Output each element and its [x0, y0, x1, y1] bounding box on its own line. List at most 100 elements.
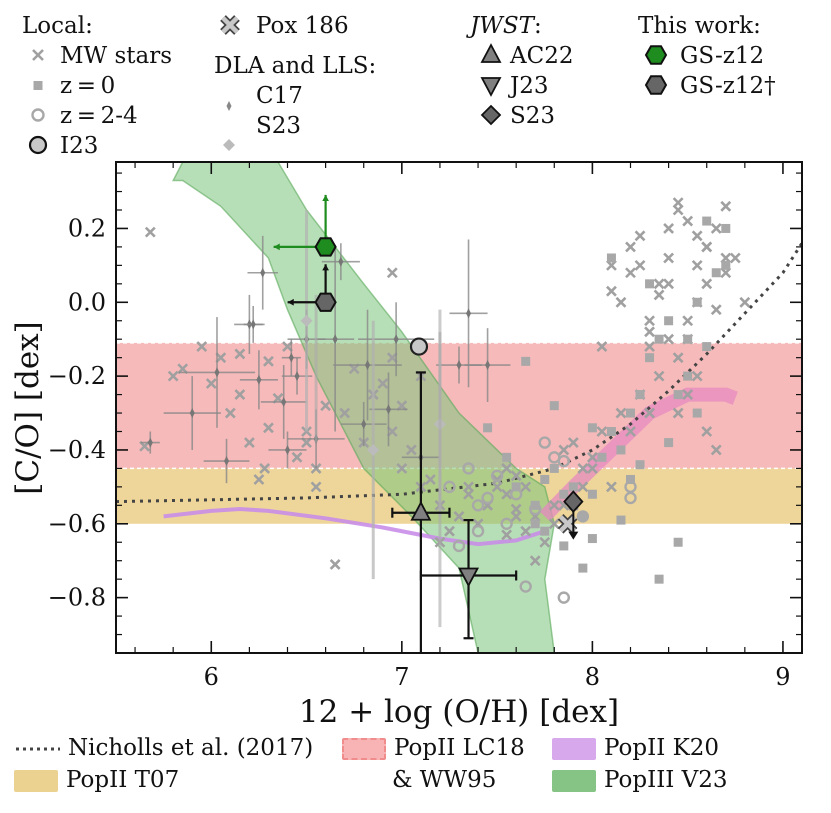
mw-star	[625, 241, 636, 253]
mw-star	[386, 426, 398, 437]
mw-star	[567, 437, 579, 448]
mw-star	[672, 407, 684, 419]
y-tick-label: 0.2	[68, 214, 106, 242]
mw-star-b	[396, 462, 408, 474]
legend-t07-label: PopII T07	[66, 767, 180, 793]
mw-star-b	[691, 259, 703, 271]
mw-star	[558, 444, 570, 456]
mw-star	[653, 278, 665, 290]
mw-star-b	[539, 536, 551, 548]
mw-star	[463, 481, 474, 493]
mw-star-b	[701, 278, 713, 290]
legend-mw-star-icon	[32, 49, 44, 61]
y-tick-label: −0.8	[48, 584, 106, 612]
legend-gs-z12-dagger-label: GS-z12†	[680, 73, 776, 99]
mw-star-b	[710, 223, 722, 234]
mw-star	[653, 289, 665, 301]
dotted-line-icon	[16, 747, 60, 751]
mw-star	[539, 536, 551, 548]
z0-point	[511, 482, 521, 492]
z0-point	[654, 574, 664, 584]
mw-star	[520, 525, 532, 537]
mw-star-b	[663, 223, 675, 234]
gs-z12-dagger-point	[314, 292, 337, 312]
mw-star	[263, 422, 274, 434]
mw-star-b	[501, 462, 513, 474]
mw-star	[710, 304, 722, 316]
legend-j23-label: J23	[510, 73, 549, 99]
z0-point	[597, 452, 607, 462]
z24-point	[452, 539, 466, 553]
mw-star-b	[672, 197, 684, 209]
z24-point	[576, 510, 590, 523]
mw-star-b	[501, 488, 513, 500]
mw-star	[577, 462, 589, 474]
legend-dla-title: DLA and LLS:	[214, 53, 377, 79]
mw-star	[444, 525, 455, 537]
z0-point	[626, 408, 635, 418]
z0-point	[606, 426, 616, 436]
mw-star-b	[606, 285, 617, 297]
mw-star	[259, 462, 271, 474]
c17-point	[214, 367, 220, 378]
t07-swatch-icon	[14, 770, 58, 792]
mw-star	[491, 474, 503, 485]
mw-star	[672, 197, 684, 209]
legend-k20: PopII K20	[552, 735, 719, 761]
mw-star-b	[682, 389, 694, 400]
mw-star	[243, 437, 255, 448]
mw-star	[291, 451, 303, 463]
j23-point	[458, 567, 480, 588]
mw-star	[224, 407, 236, 419]
mw-star-b	[510, 510, 522, 522]
mw-star	[701, 278, 713, 290]
z0-point	[540, 526, 550, 536]
legend-c17-label: C17	[256, 83, 303, 109]
z0-point	[664, 438, 674, 448]
mw-star-b	[682, 215, 694, 227]
s23-dla-point	[367, 443, 380, 456]
x-tick-label: 8	[585, 663, 600, 691]
z0-point	[540, 474, 550, 484]
mw-star-b	[386, 267, 398, 279]
legend-pox186-icon-b	[221, 16, 239, 34]
mw-star	[510, 510, 522, 522]
c17-point	[260, 267, 266, 278]
mw-star-b	[529, 555, 541, 567]
legend-pox186-icon	[221, 16, 239, 34]
c17-point	[224, 456, 230, 467]
legend-jwst-title: JWST	[470, 13, 534, 39]
mw-star	[310, 481, 322, 493]
mw-star	[453, 510, 465, 522]
mw-star	[682, 389, 694, 400]
z0-point	[711, 268, 721, 278]
legend-lc18-label-2: & WW95	[392, 767, 497, 793]
mw-star-b	[606, 481, 617, 493]
s23-dla-point	[300, 314, 313, 327]
y-tick-label: −0.2	[48, 362, 106, 390]
z0-point	[559, 489, 569, 499]
mw-star-b	[653, 278, 665, 290]
pox186-point-b	[559, 515, 577, 533]
legend-nicholls-label: Nicholls et al. (2017)	[68, 735, 314, 761]
c17-point	[466, 308, 472, 319]
mw-star-b	[263, 422, 274, 434]
mw-star	[672, 352, 684, 364]
mw-star	[682, 215, 694, 227]
z0-point	[635, 460, 645, 470]
z0-point	[530, 500, 540, 510]
mw-star-b	[586, 462, 598, 474]
z0-point	[664, 316, 674, 326]
mw-star	[282, 341, 293, 353]
mw-star-b	[224, 407, 236, 419]
z24-point	[471, 524, 485, 538]
mw-star	[386, 267, 398, 279]
mw-star-b	[739, 296, 751, 308]
mw-star-b	[329, 558, 341, 570]
y-axis-label: [C/O] [dex]	[10, 321, 46, 494]
z0-point	[521, 356, 531, 366]
c17-point	[456, 360, 462, 371]
z24-point	[557, 454, 571, 468]
mw-star-b	[625, 241, 636, 253]
z24-point	[481, 491, 494, 505]
